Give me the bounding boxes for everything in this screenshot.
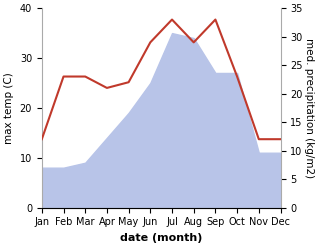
Y-axis label: max temp (C): max temp (C): [4, 72, 14, 144]
Y-axis label: med. precipitation (kg/m2): med. precipitation (kg/m2): [304, 38, 314, 178]
X-axis label: date (month): date (month): [120, 233, 202, 243]
